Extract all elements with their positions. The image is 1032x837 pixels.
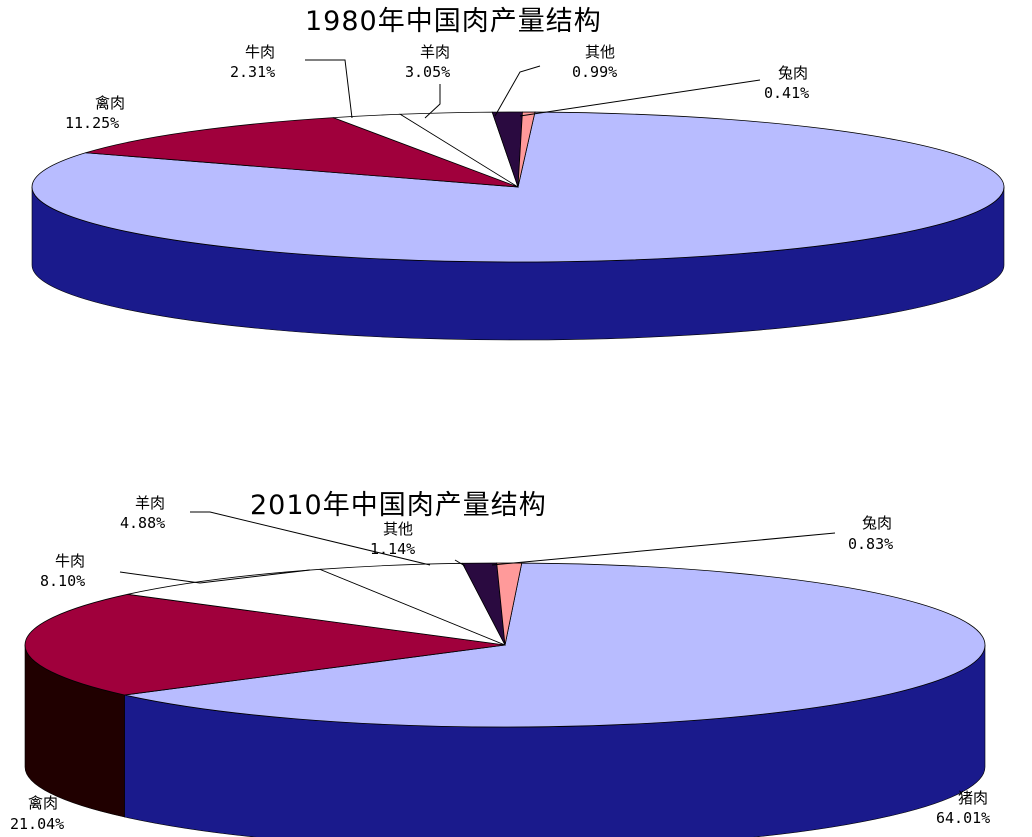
leader-line-1 [424,84,441,119]
label-猪肉: 猪肉 [958,789,988,807]
value-其他: 0.99% [572,63,617,81]
value-兔肉: 0.83% [848,535,893,553]
slice-1 [24,593,506,696]
label-兔肉: 兔肉 [862,514,892,532]
slice-5 [517,111,536,188]
leader-line-2 [494,65,541,117]
label-禽肉: 禽肉 [95,94,125,112]
leader-line-0 [305,59,353,119]
leader-line-3 [491,532,836,566]
leader-line-0 [190,511,431,566]
leader-line-2 [454,559,466,567]
value-禽肉: 11.25% [65,114,119,132]
chart-2010: 2010年中国肉产量结构 羊肉 4.88% 其他 1.14% 兔肉 0.83% … [10,490,990,837]
chart-title: 1980年中国肉产量结构 [305,6,602,37]
value-禽肉: 21.04% [10,815,64,833]
value-牛肉: 8.10% [40,572,85,590]
label-兔肉: 兔肉 [778,64,808,82]
chart-title: 2010年中国肉产量结构 [250,490,547,521]
slice-1 [85,117,519,188]
label-牛肉: 牛肉 [245,43,275,61]
value-牛肉: 2.31% [230,63,275,81]
slice-3 [319,562,506,646]
label-羊肉: 羊肉 [135,494,165,512]
label-牛肉: 牛肉 [55,552,85,570]
label-禽肉: 禽肉 [28,794,58,812]
leader-line-1 [119,569,311,584]
label-其他: 其他 [383,520,413,538]
label-其他: 其他 [585,43,615,61]
slice-0 [124,562,986,728]
leader-line-3 [519,79,761,117]
value-兔肉: 0.41% [764,84,809,102]
chart-1980: 1980年中国肉产量结构 禽肉 11.25% 牛肉 2.31% 羊肉 3.05%… [31,6,1005,341]
value-羊肉: 4.88% [120,514,165,532]
value-猪肉: 64.01% [936,809,990,827]
value-羊肉: 3.05% [405,63,450,81]
label-羊肉: 羊肉 [420,43,450,61]
value-其他: 1.14% [370,540,415,558]
